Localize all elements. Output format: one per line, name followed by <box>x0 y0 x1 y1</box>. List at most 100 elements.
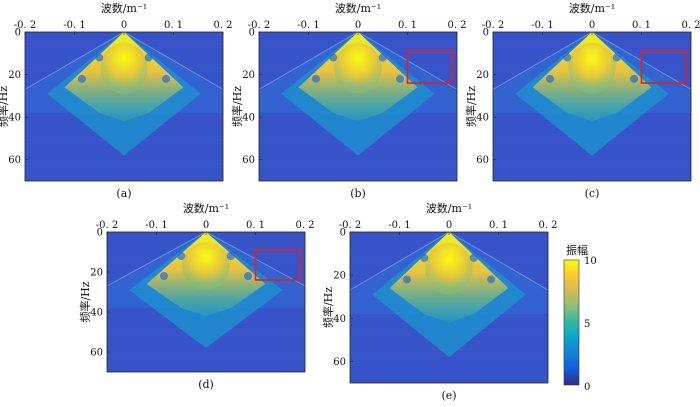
panel-caption: (e) <box>441 389 456 402</box>
colorbar-tick-5: 5 <box>584 319 590 330</box>
colorbar-tick-0: 0 <box>584 382 590 393</box>
y-tick-label: 0 <box>15 28 21 39</box>
y-tick-label: 40 <box>8 113 21 124</box>
y-tick-label: 20 <box>476 70 489 81</box>
y-tick-label: 0 <box>249 28 255 39</box>
right-diagonal <box>123 32 223 90</box>
x-tick-label: 0 <box>121 20 127 31</box>
left-diagonal <box>107 232 207 287</box>
y-tick-label: 60 <box>90 348 103 359</box>
y-tick-label: 40 <box>90 308 103 319</box>
y-tick-label: 40 <box>242 113 255 124</box>
right-diagonal <box>448 232 548 291</box>
notch-blob <box>487 275 496 284</box>
notch-blob <box>402 275 411 284</box>
panel-d: -0. 2 -0. 1 0 0. 1 0. 2 0 20 40 60 波数/m⁻¹ 频率/Hz (d) <box>78 202 315 391</box>
panel-c: -0. 2 -0. 1 0 0. 1 0. 2 0 20 40 60 波数/m⁻¹ 频率/Hz (c) <box>464 2 700 200</box>
x-tick-label: 0. 2 <box>213 20 232 31</box>
notch-blob <box>162 74 171 83</box>
x-axis-label: 波数/m⁻¹ <box>335 2 381 15</box>
x-tick-label: 0 <box>589 20 595 31</box>
x-tick-label: 0. 2 <box>681 20 700 31</box>
notch-blob <box>378 53 387 62</box>
colorbar-gradient <box>563 259 580 386</box>
notch-blob <box>177 252 186 260</box>
colorbar-title: 振幅 <box>566 243 588 257</box>
heatmap-field <box>493 32 691 181</box>
energy-core <box>425 243 473 295</box>
y-tick-label: 40 <box>476 113 489 124</box>
energy-core <box>334 42 382 94</box>
highlight-box <box>406 50 453 84</box>
heatmap-field <box>350 232 548 383</box>
x-tick-label: 0. 1 <box>246 220 265 231</box>
x-tick-label: -0. 2 <box>96 220 118 231</box>
y-axis-label: 频率/Hz <box>321 287 335 328</box>
x-tick-label: 0. 1 <box>164 20 183 31</box>
x-tick-label: 0. 1 <box>489 220 508 231</box>
heatmap-field <box>107 232 305 372</box>
y-tick-label: 0 <box>97 228 103 239</box>
notch-blob <box>77 74 86 83</box>
y-tick-label: 60 <box>8 155 21 166</box>
x-tick-label: -0. 2 <box>14 20 36 31</box>
notch-blob <box>612 53 621 62</box>
notch-blob <box>563 53 572 62</box>
left-diagonal <box>259 32 359 90</box>
x-tick-label: -0. 1 <box>63 20 85 31</box>
y-tick-label: 20 <box>8 70 21 81</box>
y-axis-label: 频率/Hz <box>230 86 244 127</box>
y-tick-label: 20 <box>333 271 346 282</box>
panel-caption: (d) <box>198 378 214 391</box>
notch-blob <box>244 272 253 280</box>
energy-core <box>568 42 616 94</box>
y-tick-label: 0 <box>483 28 489 39</box>
left-diagonal <box>25 32 125 90</box>
notch-blob <box>630 74 639 83</box>
notch-blob <box>311 74 320 83</box>
x-tick-label: -0. 1 <box>531 20 553 31</box>
panel-e: -0. 2 -0. 1 0 0. 1 0. 2 0 20 40 60 波数/m⁻¹ 频率/Hz (e) <box>321 202 558 402</box>
x-tick-label: -0. 2 <box>482 20 504 31</box>
x-axis-label: 波数/m⁻¹ <box>426 202 472 215</box>
panel-caption: (c) <box>585 187 600 200</box>
x-tick-label: -0. 2 <box>339 220 361 231</box>
notch-blob <box>396 74 405 83</box>
x-tick-label: -0. 2 <box>248 20 270 31</box>
panel-a: -0. 2 -0. 1 0 0. 1 0. 2 0 20 40 60 波数/m⁻¹ 频率/Hz (a) <box>0 2 233 200</box>
x-tick-label: 0. 2 <box>295 220 314 231</box>
notch-blob <box>226 252 235 260</box>
y-tick-label: 20 <box>90 268 103 279</box>
heatmap-field <box>259 32 457 181</box>
y-tick-label: 0 <box>340 228 346 239</box>
energy-core <box>182 242 230 290</box>
y-axis-label: 频率/Hz <box>78 281 92 322</box>
x-tick-label: 0 <box>355 20 361 31</box>
panel-b: -0. 2 -0. 1 0 0. 1 0. 2 0 20 40 60 波数/m⁻¹ 频率/Hz (b) <box>230 2 467 200</box>
y-tick-label: 60 <box>333 357 346 368</box>
notch-blob <box>420 253 429 262</box>
x-tick-label: 0 <box>446 220 452 231</box>
notch-blob <box>329 53 338 62</box>
panel-caption: (a) <box>116 187 131 200</box>
colorbar: 振幅 10 5 0 <box>563 243 597 393</box>
x-axis-label: 波数/m⁻¹ <box>183 202 229 215</box>
x-tick-label: 0. 2 <box>447 20 466 31</box>
y-axis-label: 频率/Hz <box>0 86 10 127</box>
notch-blob <box>159 272 168 280</box>
y-axis-label: 频率/Hz <box>464 86 478 127</box>
left-diagonal <box>350 232 450 291</box>
x-axis-label: 波数/m⁻¹ <box>569 2 615 15</box>
y-tick-label: 60 <box>476 155 489 166</box>
y-tick-label: 20 <box>242 70 255 81</box>
energy-core <box>100 42 148 94</box>
notch-blob <box>144 53 153 62</box>
heatmap-field <box>25 32 223 181</box>
highlight-box <box>640 50 687 84</box>
colorbar-tick-10: 10 <box>584 256 597 267</box>
y-tick-label: 60 <box>242 155 255 166</box>
notch-blob <box>95 53 104 62</box>
notch-blob <box>545 74 554 83</box>
left-diagonal <box>493 32 593 90</box>
